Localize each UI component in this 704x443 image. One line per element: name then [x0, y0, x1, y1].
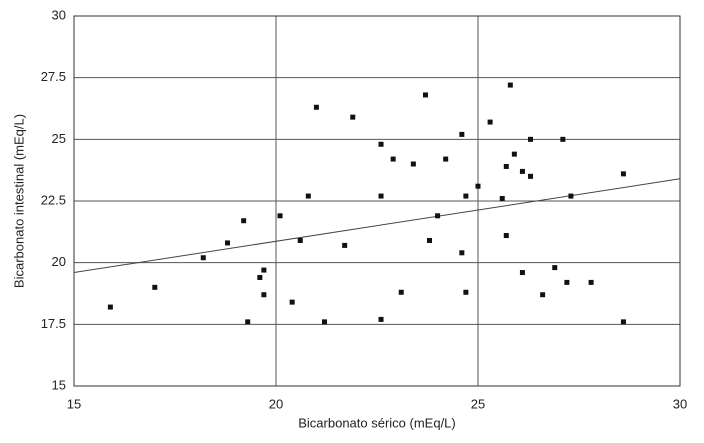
point [378, 316, 384, 322]
point [241, 218, 247, 224]
point [297, 237, 303, 243]
point [487, 119, 493, 125]
y-tick-label: 30 [52, 7, 66, 22]
x-tick-label: 25 [471, 396, 485, 411]
point [463, 193, 469, 199]
point [200, 255, 206, 261]
point [261, 292, 267, 298]
point [503, 163, 509, 169]
x-axis-title: Bicarbonato sérico (mEq/L) [298, 415, 456, 430]
point [528, 136, 534, 142]
point [410, 161, 416, 167]
point [540, 292, 546, 298]
point [568, 193, 574, 199]
x-tick-label: 20 [269, 396, 283, 411]
point [313, 104, 319, 110]
point [422, 92, 428, 98]
point [305, 193, 311, 199]
point [390, 156, 396, 162]
point [443, 156, 449, 162]
point [620, 171, 626, 177]
point [427, 237, 433, 243]
y-axis-title: Bicarbonato intestinal (mEq/L) [11, 114, 26, 288]
point [519, 168, 525, 174]
point [342, 242, 348, 248]
point [350, 114, 356, 120]
point [552, 265, 558, 271]
y-tick-label: 22.5 [41, 192, 66, 207]
x-tick-label: 15 [67, 396, 81, 411]
point [560, 136, 566, 142]
x-tick-label: 30 [673, 396, 687, 411]
point [564, 279, 570, 285]
point [503, 233, 509, 239]
point [225, 240, 231, 246]
point [277, 213, 283, 219]
point [620, 319, 626, 325]
point [261, 267, 267, 273]
trend-line [73, 178, 681, 274]
point [107, 304, 113, 310]
y-tick-label: 25 [52, 131, 66, 146]
point [152, 284, 158, 290]
point [475, 183, 481, 189]
point [519, 270, 525, 276]
point [528, 173, 534, 179]
point [588, 279, 594, 285]
point [378, 193, 384, 199]
plot-border [73, 15, 681, 387]
y-tick-label: 20 [52, 254, 66, 269]
y-tick-label: 15 [52, 377, 66, 392]
point [511, 151, 517, 157]
point [398, 289, 404, 295]
point [435, 213, 441, 219]
point [459, 131, 465, 137]
point [257, 274, 263, 280]
y-tick-label: 27.5 [41, 69, 66, 84]
point [499, 196, 505, 202]
point [459, 250, 465, 256]
point [289, 299, 295, 305]
point [378, 141, 384, 147]
point [463, 289, 469, 295]
point [321, 319, 327, 325]
y-tick-label: 17.5 [41, 316, 66, 331]
point [507, 82, 513, 88]
point [245, 319, 251, 325]
